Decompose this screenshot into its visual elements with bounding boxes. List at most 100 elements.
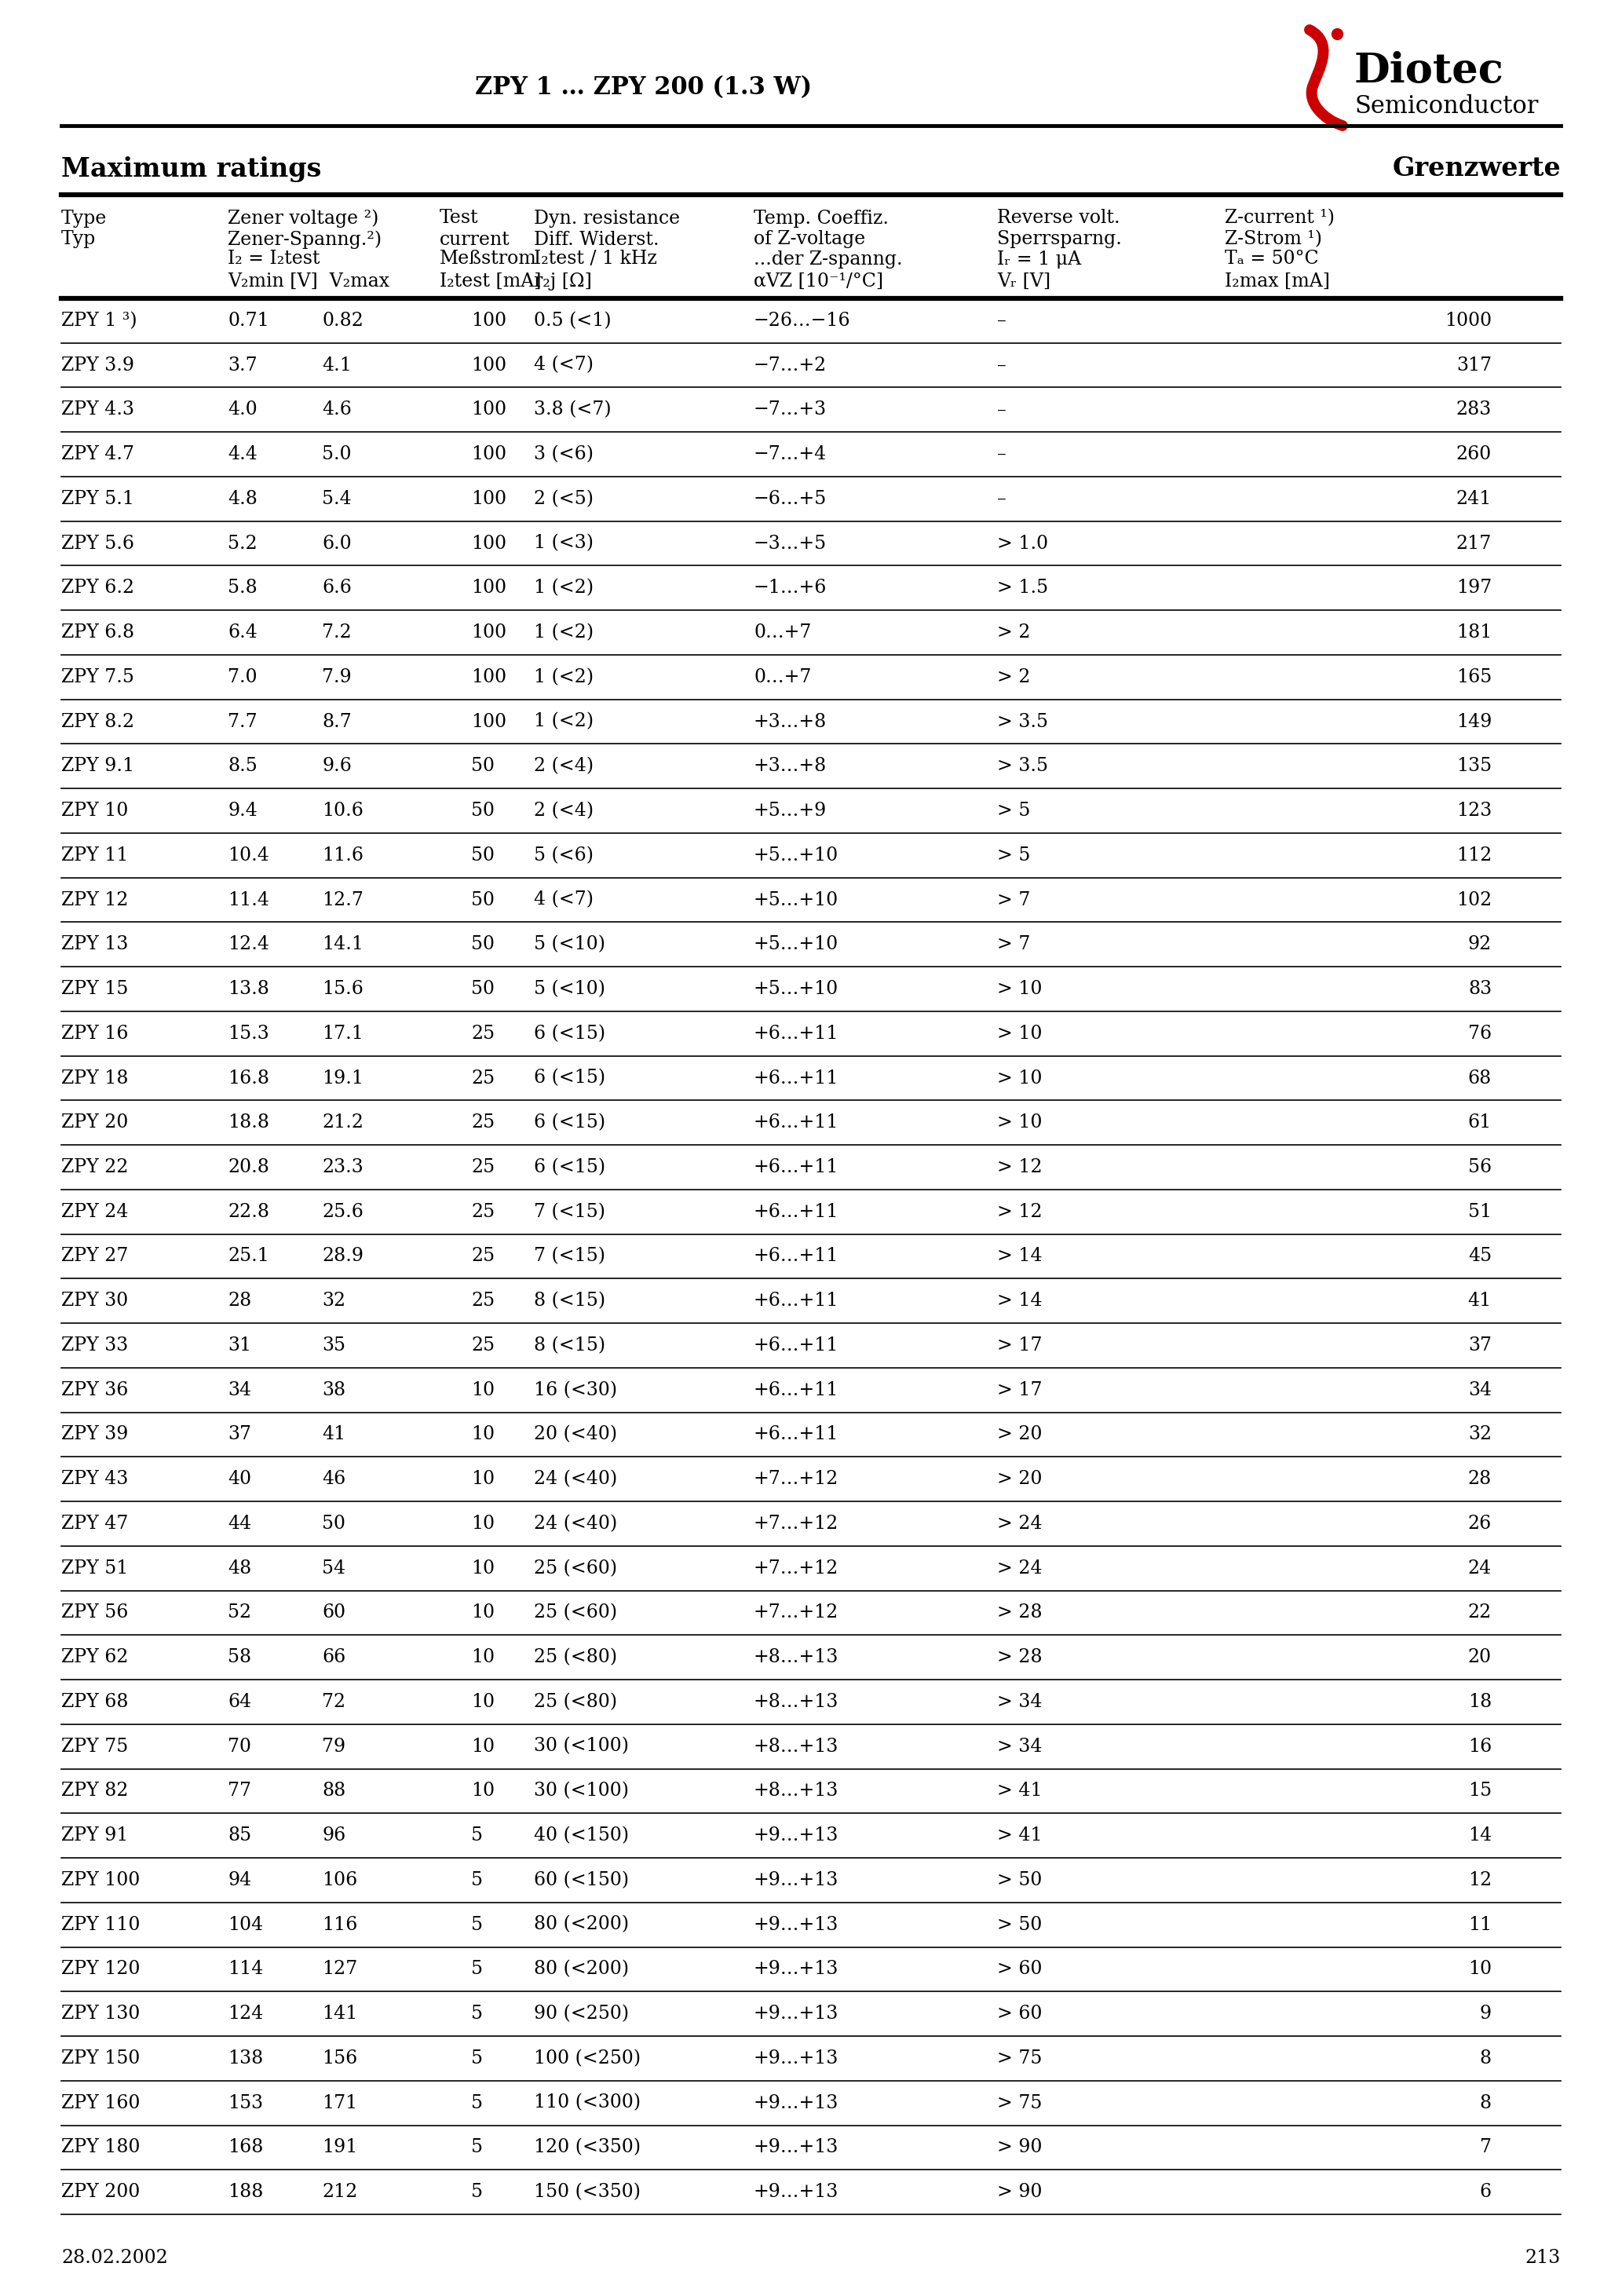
Text: 120 (<350): 120 (<350) (534, 2138, 641, 2156)
Text: 9.4: 9.4 (227, 801, 258, 820)
Text: Meßstrom: Meßstrom (440, 250, 537, 269)
Text: ZPY 62: ZPY 62 (62, 1649, 128, 1667)
Text: 50: 50 (321, 1515, 345, 1534)
Text: –: – (998, 489, 1006, 507)
Text: 34: 34 (1468, 1380, 1492, 1398)
Text: +9…+13: +9…+13 (754, 1828, 839, 1844)
Text: −3…+5: −3…+5 (754, 535, 827, 553)
Text: > 41: > 41 (998, 1828, 1043, 1844)
Text: 28: 28 (227, 1293, 251, 1311)
Text: 0…+7: 0…+7 (754, 668, 811, 687)
Text: 32: 32 (321, 1293, 345, 1311)
Text: +9…+13: +9…+13 (754, 2138, 839, 2156)
Text: > 60: > 60 (998, 1961, 1043, 1979)
Text: 76: 76 (1468, 1024, 1492, 1042)
Text: 5: 5 (470, 1915, 483, 1933)
Text: > 5: > 5 (998, 847, 1030, 863)
Text: > 3.5: > 3.5 (998, 758, 1048, 776)
Text: 83: 83 (1468, 980, 1492, 999)
Text: 25: 25 (470, 1203, 495, 1221)
Text: ZPY 100: ZPY 100 (62, 1871, 139, 1890)
Text: 5.4: 5.4 (321, 489, 352, 507)
Text: +5…+10: +5…+10 (754, 847, 839, 863)
Text: V₂min [V]  V₂max: V₂min [V] V₂max (227, 273, 389, 289)
Text: 165: 165 (1457, 668, 1492, 687)
Text: 6.6: 6.6 (321, 579, 352, 597)
Text: ZPY 43: ZPY 43 (62, 1469, 128, 1488)
Text: +7…+12: +7…+12 (754, 1515, 839, 1534)
Text: +6…+11: +6…+11 (754, 1293, 839, 1311)
Text: 4 (<7): 4 (<7) (534, 356, 594, 374)
Text: 100: 100 (470, 712, 506, 730)
Text: ZPY 7.5: ZPY 7.5 (62, 668, 135, 687)
Text: 10: 10 (470, 1559, 495, 1577)
Text: ZPY 1 ³): ZPY 1 ³) (62, 312, 138, 331)
Text: 6.0: 6.0 (321, 535, 352, 553)
Text: –: – (998, 445, 1006, 464)
Text: 60: 60 (321, 1605, 345, 1621)
Text: 2 (<5): 2 (<5) (534, 489, 594, 507)
Text: ZPY 150: ZPY 150 (62, 2050, 139, 2066)
Text: > 2: > 2 (998, 668, 1030, 687)
Text: +7…+12: +7…+12 (754, 1559, 839, 1577)
Text: ZPY 22: ZPY 22 (62, 1157, 128, 1176)
Text: 85: 85 (227, 1828, 251, 1844)
Text: 2 (<4): 2 (<4) (534, 801, 594, 820)
Text: 52: 52 (227, 1605, 251, 1621)
Text: 5: 5 (470, 1828, 483, 1844)
Text: +8…+13: +8…+13 (754, 1782, 839, 1800)
Text: 21.2: 21.2 (321, 1114, 363, 1132)
Text: 72: 72 (321, 1692, 345, 1711)
Text: +6…+11: +6…+11 (754, 1336, 839, 1355)
Text: 13.8: 13.8 (227, 980, 269, 999)
Text: ZPY 130: ZPY 130 (62, 2004, 139, 2023)
Text: 25 (<60): 25 (<60) (534, 1605, 618, 1621)
Text: 8.5: 8.5 (227, 758, 258, 776)
Text: 70: 70 (227, 1738, 251, 1756)
Text: Diotec: Diotec (1354, 51, 1504, 92)
Text: current: current (440, 230, 509, 248)
Text: 4.0: 4.0 (227, 402, 258, 418)
Text: 92: 92 (1468, 934, 1492, 953)
Text: ZPY 15: ZPY 15 (62, 980, 128, 999)
Text: 25 (<80): 25 (<80) (534, 1649, 618, 1667)
Text: Z-current ¹): Z-current ¹) (1225, 209, 1335, 227)
Text: ZPY 120: ZPY 120 (62, 1961, 139, 1979)
Text: +6…+11: +6…+11 (754, 1380, 839, 1398)
Text: 32: 32 (1468, 1426, 1492, 1444)
Text: ZPY 6.2: ZPY 6.2 (62, 579, 135, 597)
Text: > 24: > 24 (998, 1515, 1043, 1534)
Text: 96: 96 (321, 1828, 345, 1844)
Text: 141: 141 (321, 2004, 357, 2023)
Text: 22.8: 22.8 (227, 1203, 269, 1221)
Text: 188: 188 (227, 2183, 263, 2202)
Text: 4 (<7): 4 (<7) (534, 891, 594, 909)
Text: 8: 8 (1479, 2050, 1492, 2066)
Text: 18.8: 18.8 (227, 1114, 269, 1132)
Text: 10: 10 (470, 1426, 495, 1444)
Text: > 10: > 10 (998, 1024, 1043, 1042)
Text: −1…+6: −1…+6 (754, 579, 827, 597)
Text: 283: 283 (1457, 402, 1492, 418)
Text: 317: 317 (1457, 356, 1492, 374)
Text: 25: 25 (470, 1247, 495, 1265)
Text: +7…+12: +7…+12 (754, 1605, 839, 1621)
Text: 25: 25 (470, 1024, 495, 1042)
Text: 4.8: 4.8 (227, 489, 258, 507)
Text: 100: 100 (470, 535, 506, 553)
Text: 5.2: 5.2 (227, 535, 258, 553)
Text: 25 (<60): 25 (<60) (534, 1559, 618, 1577)
Text: 197: 197 (1457, 579, 1492, 597)
Text: 24 (<40): 24 (<40) (534, 1469, 618, 1488)
Text: ZPY 9.1: ZPY 9.1 (62, 758, 135, 776)
Text: 25: 25 (470, 1157, 495, 1176)
Text: 260: 260 (1457, 445, 1492, 464)
Text: > 34: > 34 (998, 1692, 1043, 1711)
Text: 5: 5 (470, 2183, 483, 2202)
Text: +9…+13: +9…+13 (754, 2094, 839, 2112)
Text: 8: 8 (1479, 2094, 1492, 2112)
Text: –: – (998, 312, 1006, 331)
Text: 156: 156 (321, 2050, 357, 2066)
Text: 20 (<40): 20 (<40) (534, 1426, 618, 1444)
Text: +9…+13: +9…+13 (754, 2004, 839, 2023)
